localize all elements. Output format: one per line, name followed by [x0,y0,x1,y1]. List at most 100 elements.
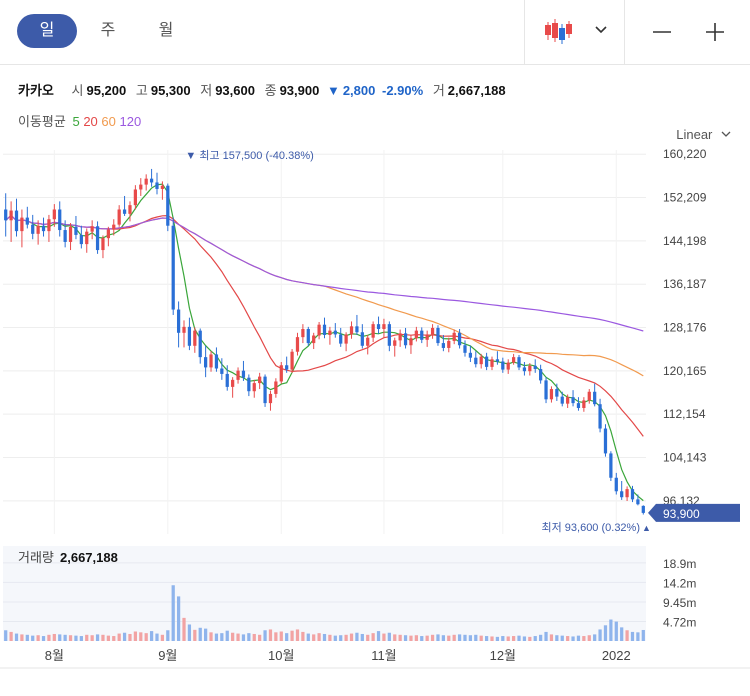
ma-5-label[interactable]: 5 [72,114,80,129]
volume-bar [333,635,337,641]
candle-body [403,333,408,346]
volume-bar [20,634,24,641]
volume-bar [112,636,116,641]
candle-body [209,354,213,368]
volume-bar [479,635,483,641]
candle-body [220,368,224,374]
candle-body [474,357,478,365]
candle-body [593,391,597,405]
volume-bar [349,633,354,641]
tab-monthly[interactable]: 월 [158,22,174,39]
x-tick-label: 2022 [602,648,631,663]
volume-bar [58,634,62,641]
y-tick-label: 112,154 [663,407,706,421]
high-value: 95,300 [150,83,191,98]
candle-body [349,326,354,335]
volume-bar [625,630,629,641]
volume-bar [566,636,570,641]
volume-bar [236,633,240,641]
volume-panel-value: 2,667,188 [60,550,118,565]
volume-bar [414,635,418,641]
volume-bar [68,635,73,641]
x-tick-label: 11월 [371,648,396,663]
ma-60-label[interactable]: 60 [101,114,116,129]
candle-body [328,330,332,335]
ma-120-line [5,214,644,332]
volume-bar [166,630,170,641]
volume-panel-background [3,546,646,641]
ma-60-line [5,214,644,377]
volume-bar [457,634,462,641]
volume-bar [295,629,300,641]
volume-bar [160,634,165,641]
candle-body [182,326,186,333]
candle-body [430,327,435,335]
candle-body [555,389,559,397]
candle-body [425,334,429,340]
volume-bar [376,631,381,641]
open-value: 95,200 [86,83,127,98]
plus-icon[interactable] [703,20,727,44]
candle-body [187,326,192,346]
tab-daily[interactable]: 일 [17,14,77,48]
moving-average-legend: 이동평균 5 20 60 120 [18,111,141,130]
candle-body [533,365,537,370]
volume-bar [495,636,500,641]
volume-bar [328,634,332,641]
candle-body [522,367,527,372]
volume-bar [182,617,186,641]
volume-bar [463,634,467,641]
candle-body [4,209,8,221]
candle-body [268,393,273,404]
chevron-down-icon[interactable] [592,20,610,38]
volume-bar [420,636,424,641]
volume-bar [447,635,451,641]
ma-120-label[interactable]: 120 [119,114,142,129]
high-label: 고 [135,83,148,98]
period-toolbar: 일 주 월 [0,0,750,65]
x-tick-label: 12월 [490,648,516,663]
candle-body [20,217,24,232]
volume-bar [528,636,532,641]
candle-body [117,209,121,225]
volume-bar [63,634,67,641]
candle-body [587,391,591,401]
volume-bar [144,633,148,641]
volume-bar [95,634,100,641]
candlestick-icon[interactable] [540,14,580,48]
minus-icon[interactable] [650,20,674,44]
volume-bar [387,632,391,641]
candle-body [231,379,235,387]
volume-bar [582,636,586,641]
candle-body [95,226,100,251]
candle-body [258,376,262,384]
volume-bar [79,636,83,641]
volume-bar [430,634,435,641]
volume-bar [36,635,40,641]
volume-bar [247,633,251,641]
volume-bar [187,624,192,641]
ma-20-label[interactable]: 20 [83,114,98,129]
volume-bar [4,630,8,641]
volume-bar [533,636,537,641]
candle-body [620,491,624,498]
close-value: 93,900 [279,83,320,98]
candle-body [279,365,283,382]
volume-bar [193,629,197,641]
scale-mode-toggle[interactable]: Linear [676,127,732,142]
volume-bar [9,631,13,641]
candle-body [63,230,67,242]
candle-body [344,334,348,344]
candle-body [263,376,267,404]
candle-body [128,205,132,214]
candle-body [198,330,202,358]
low-value: 93,600 [215,83,255,98]
candle-body [193,330,197,346]
candle-body [360,332,364,346]
tab-weekly[interactable]: 주 [100,22,116,39]
volume-bar [268,629,273,641]
candle-body [295,337,300,352]
candle-body [582,400,586,408]
candle-body [247,377,251,392]
volume-bar [490,636,494,641]
